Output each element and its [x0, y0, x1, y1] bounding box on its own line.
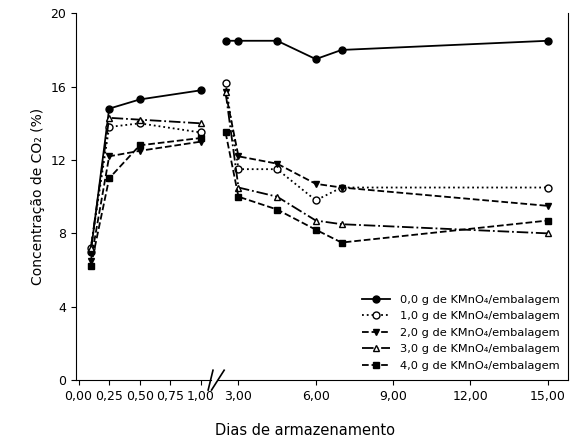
Legend: 0,0 g de KMnO₄/embalagem, 1,0 g de KMnO₄/embalagem, 2,0 g de KMnO₄/embalagem, 3,: 0,0 g de KMnO₄/embalagem, 1,0 g de KMnO₄…: [359, 291, 563, 374]
Text: Dias de armazenamento: Dias de armazenamento: [214, 423, 395, 438]
Y-axis label: Concentração de CO₂ (%): Concentração de CO₂ (%): [31, 108, 45, 285]
